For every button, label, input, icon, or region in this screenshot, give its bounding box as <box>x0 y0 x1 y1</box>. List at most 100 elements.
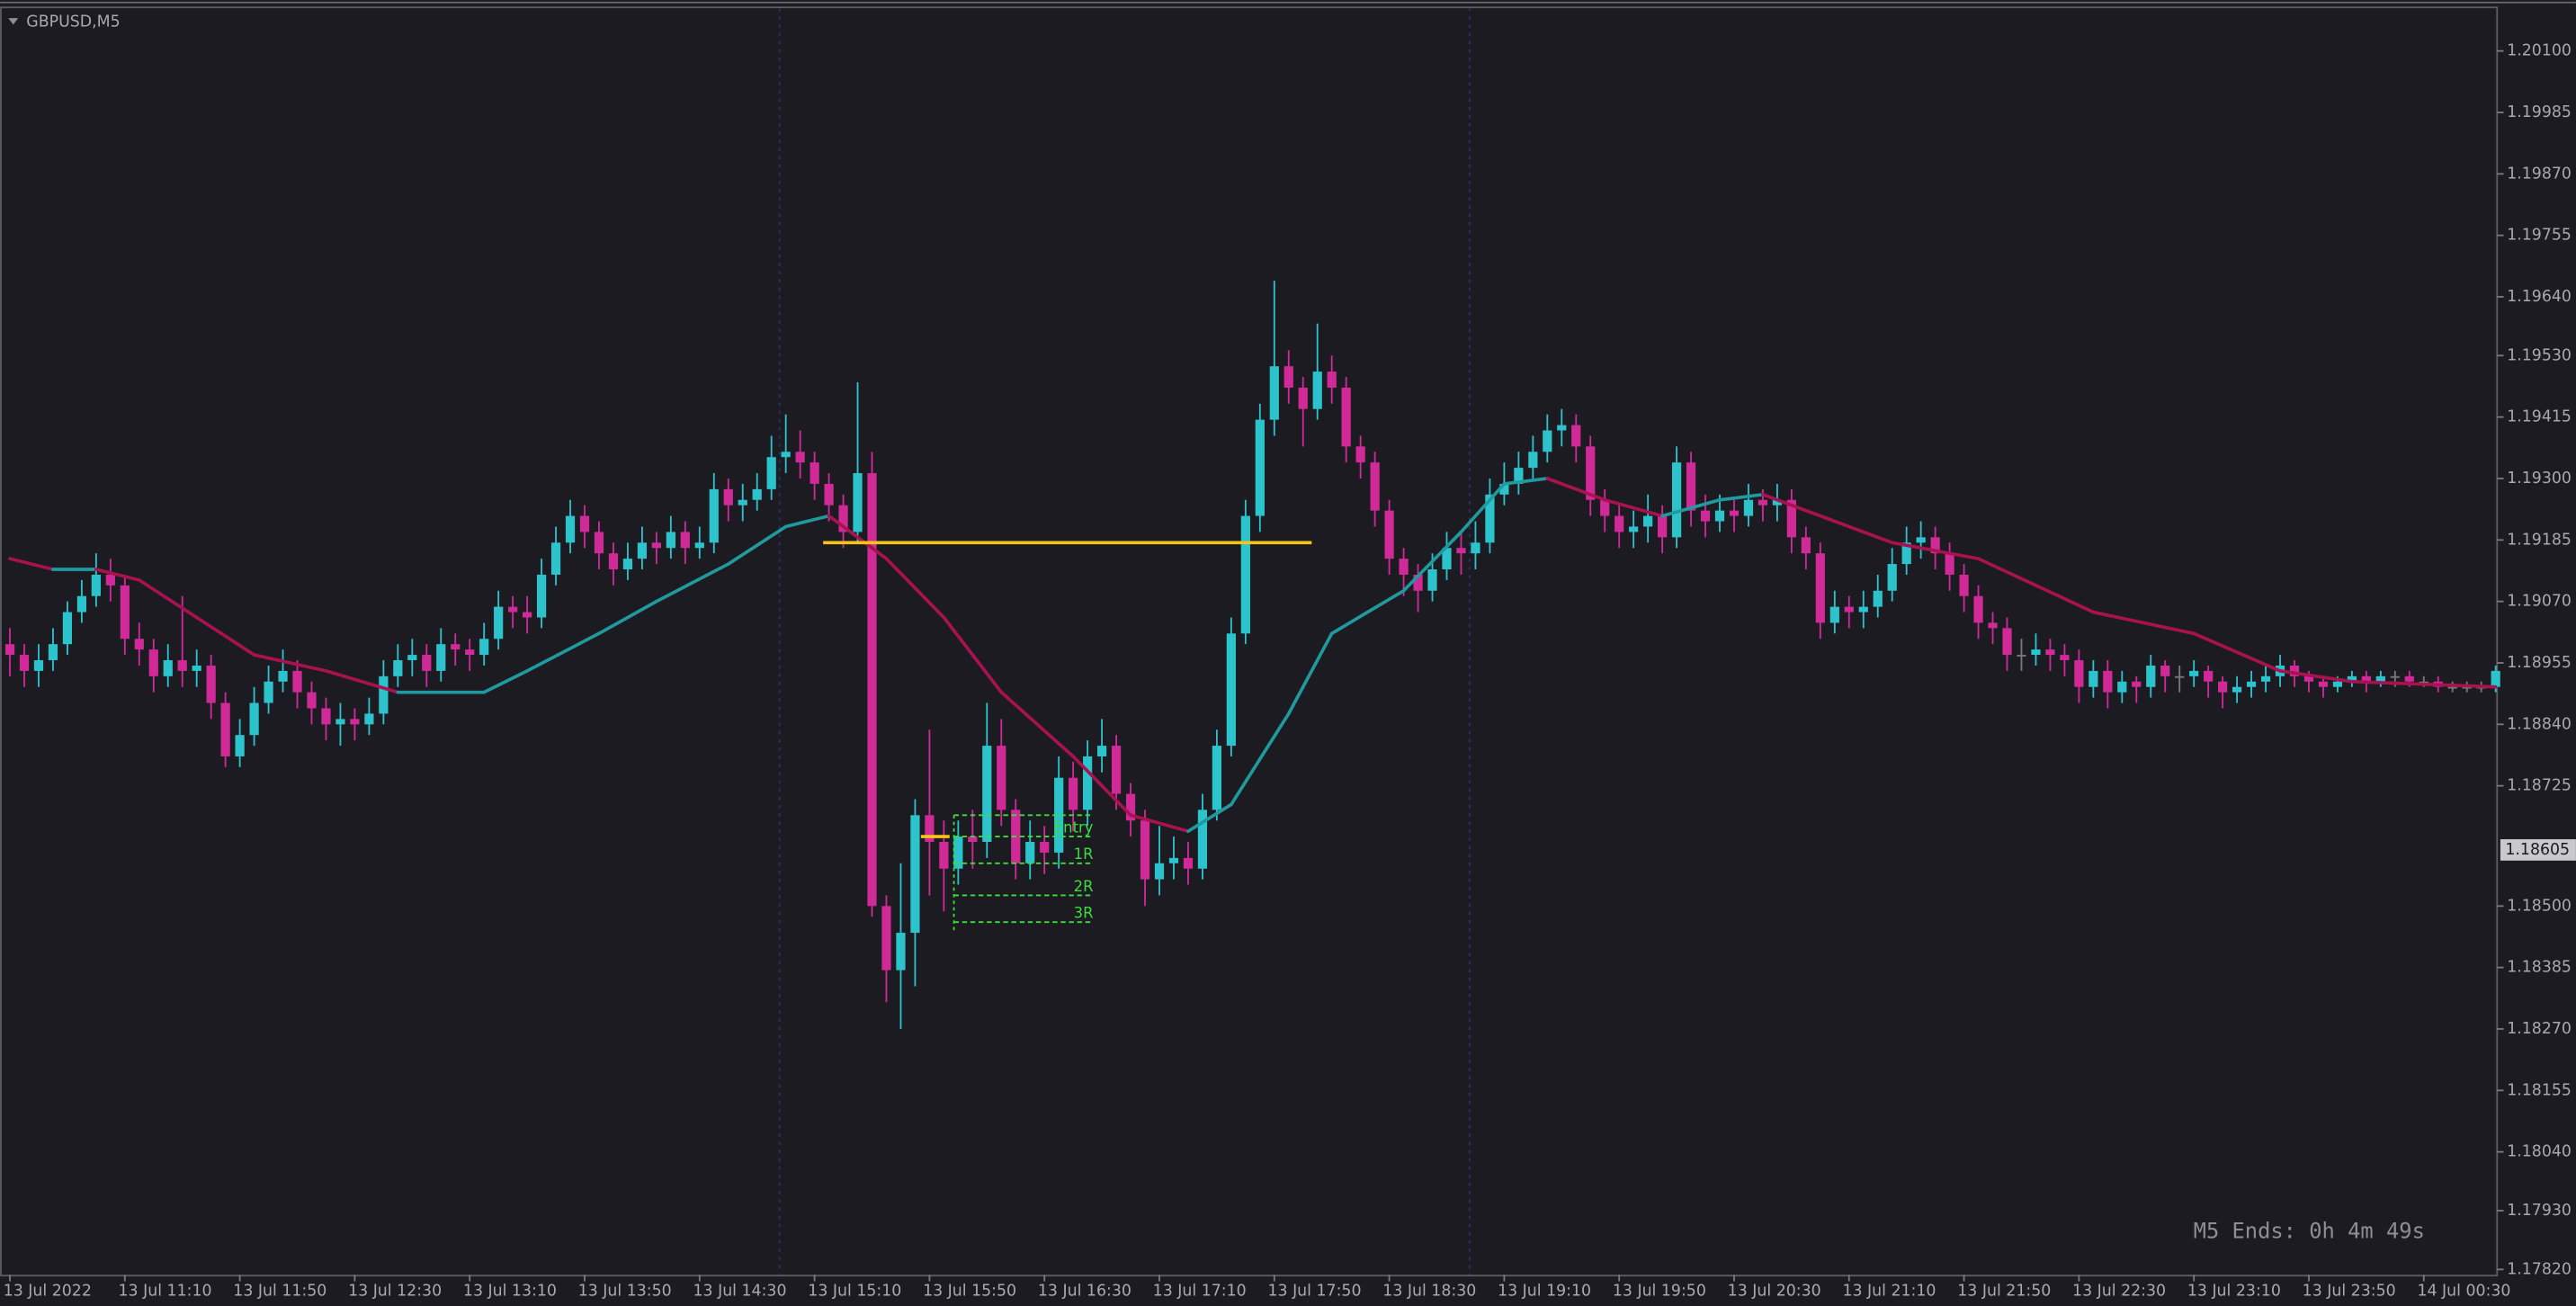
candle-body <box>1096 746 1107 756</box>
x-tick-label: 13 Jul 17:10 <box>1153 1283 1247 1301</box>
x-tick-label: 13 Jul 23:50 <box>2303 1283 2396 1301</box>
candle-body <box>4 644 15 656</box>
candle-body <box>1844 606 1854 613</box>
candle-body <box>550 542 561 575</box>
candle-body <box>1586 446 1596 500</box>
moving-average <box>525 631 601 673</box>
candle-body <box>2404 675 2414 682</box>
candle-body <box>1125 793 1136 821</box>
candle-body <box>579 515 590 532</box>
y-tick-label: 1.17820 <box>2507 1260 2572 1278</box>
price-label-box <box>2500 839 2576 861</box>
moving-average <box>1186 802 1233 833</box>
candle-body <box>2017 655 2026 657</box>
moving-average <box>1502 477 1550 486</box>
candle-body <box>824 483 834 505</box>
candle-body <box>2218 681 2228 693</box>
moving-average <box>597 599 658 636</box>
candle-body <box>1557 425 1567 431</box>
candle-body <box>2347 675 2357 682</box>
candle-body <box>1614 515 1624 532</box>
candle-body <box>1341 387 1351 447</box>
moving-average <box>1401 530 1463 593</box>
candle-body <box>1815 553 1825 623</box>
y-tick-label: 1.18270 <box>2507 1020 2572 1038</box>
candle-body <box>2060 655 2070 661</box>
candle-body <box>853 473 863 532</box>
moving-average <box>2278 669 2354 684</box>
candle-body <box>637 542 648 559</box>
candle-body <box>752 488 762 500</box>
candle-body <box>666 532 675 549</box>
trade-level-label: 1R <box>1074 845 1094 863</box>
candle-body <box>451 644 461 650</box>
candle-body <box>723 488 733 505</box>
candle-body <box>1629 526 1639 532</box>
candle-body <box>2146 665 2156 687</box>
candle-body <box>321 708 331 725</box>
candle-body <box>1528 452 1538 469</box>
candle-body <box>1427 569 1437 591</box>
x-tick-label: 13 Jul 15:50 <box>923 1283 1016 1301</box>
moving-average <box>252 653 328 673</box>
y-tick-label: 1.19185 <box>2507 531 2572 549</box>
y-tick-label: 1.19415 <box>2507 408 2572 426</box>
candle-body <box>2204 670 2214 682</box>
candle-body <box>968 836 978 843</box>
candle-body <box>1758 499 1768 505</box>
moving-average <box>137 578 199 620</box>
candle-body <box>2175 675 2185 678</box>
candle-body <box>1743 499 1754 516</box>
candle-body <box>1729 510 1740 516</box>
price-label: 1.18605 <box>2505 841 2570 859</box>
candle-body <box>91 574 101 596</box>
moving-average <box>94 568 141 582</box>
candle-body <box>2189 670 2199 676</box>
moving-average <box>999 690 1075 758</box>
candle-body <box>809 462 819 484</box>
x-tick-label: 13 Jul 12:30 <box>348 1283 442 1301</box>
x-tick-label: 13 Jul 21:50 <box>1957 1283 2051 1301</box>
candle-body <box>1829 606 1839 623</box>
moving-average <box>1976 557 2038 587</box>
candle-body <box>120 585 130 640</box>
moving-average <box>1286 631 1334 716</box>
candle-body <box>1600 499 1610 516</box>
candle-body <box>2045 649 2055 656</box>
candle-body <box>608 553 619 570</box>
moving-average <box>8 557 55 571</box>
candle-body <box>278 670 288 682</box>
menu-triangle[interactable] <box>8 18 19 25</box>
x-tick-label: 13 Jul 20:30 <box>1728 1283 1821 1301</box>
x-tick-label: 13 Jul 16:30 <box>1038 1283 1131 1301</box>
candle-body <box>1025 842 1035 863</box>
candle-body <box>1069 777 1078 810</box>
candle-body <box>1140 820 1150 880</box>
candle-body <box>206 665 216 703</box>
candle-body <box>220 702 230 756</box>
moving-average <box>1230 711 1291 807</box>
candle-body <box>1916 537 1926 543</box>
candle-body <box>594 532 604 554</box>
candle-body <box>1197 810 1208 869</box>
candle-body <box>2289 665 2300 676</box>
candle-body <box>235 735 245 756</box>
moving-average <box>1545 477 1607 502</box>
x-tick-label: 13 Jul 15:10 <box>808 1283 901 1301</box>
moving-average <box>655 562 730 604</box>
y-tick-label: 1.19870 <box>2507 165 2572 183</box>
candle-body <box>2074 660 2084 687</box>
x-tick-label: 13 Jul 19:10 <box>1498 1283 1591 1301</box>
candle-body <box>2160 665 2170 676</box>
candle-body <box>1658 515 1668 538</box>
moving-average <box>2091 610 2196 636</box>
moving-average <box>2350 679 2498 689</box>
candle-body <box>249 702 259 736</box>
candle-body <box>1226 633 1236 747</box>
candle-body <box>925 815 935 843</box>
candle-body <box>1772 499 1783 505</box>
candle-body <box>479 639 489 656</box>
candle-body <box>709 488 719 543</box>
moving-average <box>884 557 946 620</box>
